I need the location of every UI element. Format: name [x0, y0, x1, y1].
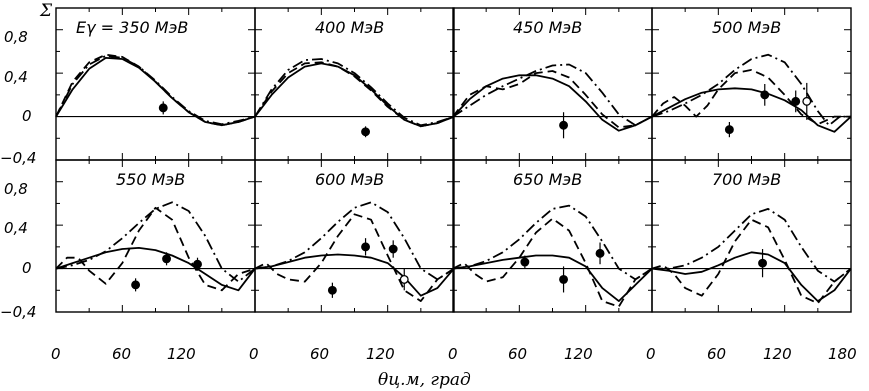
- data-point-7-3: [595, 248, 605, 258]
- y-tick-label-row1-neg0.4: −0,4: [0, 149, 36, 167]
- curve-solid-6: [254, 253, 455, 297]
- data-point-6-3: [388, 244, 398, 254]
- curve-dash-dot-3: [452, 63, 653, 127]
- data-point-6-2: [361, 242, 371, 252]
- data-point-4-1: [724, 125, 734, 135]
- panels-group: Eγ = 350 МэВ 400 МэВ 450 МэВ 500 МэВ 550 МэВ…: [55, 7, 852, 313]
- curve-dash-dot-5: [55, 201, 256, 283]
- y-tick-label-row2-0: 0: [22, 259, 32, 277]
- data-point-8-1: [758, 258, 768, 268]
- curve-dashed-3: [452, 70, 653, 129]
- x-tick-label-0c: 0: [448, 345, 458, 363]
- panel-title-1: Eγ = 350 МэВ: [76, 18, 188, 37]
- x-tick-label-120b: 120: [366, 345, 395, 363]
- curve-solid-8: [651, 251, 852, 303]
- x-tick-label-60b: 60: [310, 345, 329, 363]
- y-tick-label-row2-neg0.4: −0,4: [0, 303, 36, 321]
- curve-dash-dot-2: [254, 58, 455, 127]
- panel-title-7: 650 МэВ: [513, 170, 582, 189]
- panel-title-8: 700 МэВ: [712, 170, 781, 189]
- data-point-5-2: [162, 254, 172, 264]
- y-tick-label-row1-0.8: 0,8: [4, 28, 28, 46]
- data-point-3-1: [559, 120, 569, 130]
- panel-title-6: 600 МэВ: [315, 170, 384, 189]
- x-tick-label-120c: 120: [564, 345, 593, 363]
- x-tick-label-60: 60: [112, 345, 131, 363]
- curve-dashed-5: [55, 206, 256, 292]
- x-tick-label-180: 180: [828, 345, 857, 363]
- x-tick-label-0b: 0: [249, 345, 259, 363]
- panel-title-4: 500 МэВ: [712, 18, 781, 37]
- data-point-2-1: [361, 127, 371, 137]
- data-point-4-4: [802, 96, 812, 106]
- y-tick-label-row2-0.8: 0,8: [4, 180, 28, 198]
- data-point-7-1: [520, 257, 530, 267]
- data-point-7-2: [559, 274, 569, 284]
- x-axis-title: θц.м, град: [378, 370, 471, 390]
- x-tick-label-60c: 60: [508, 345, 527, 363]
- x-tick-label-0d: 0: [646, 345, 656, 363]
- panel-title-3: 450 МэВ: [513, 18, 582, 37]
- curve-dash-dot-4: [651, 53, 851, 127]
- x-tick-label-60d: 60: [707, 345, 726, 363]
- y-axis-title: Σ: [39, 1, 53, 21]
- curve-solid-4: [651, 87, 852, 133]
- y-tick-label-row1-0: 0: [22, 107, 32, 125]
- curve-solid-3: [452, 74, 653, 132]
- x-tick-label-120d: 120: [763, 345, 792, 363]
- y-tick-label-row2-0.4: 0,4: [4, 219, 28, 237]
- data-point-5-3: [193, 259, 202, 269]
- x-tick-label-120: 120: [167, 345, 196, 363]
- curve-dashed-2: [254, 61, 455, 128]
- panel-title-5: 550 МэВ: [116, 170, 185, 189]
- curve-solid-5: [55, 246, 256, 292]
- curve-dashed-4: [651, 69, 851, 126]
- data-point-4-3: [791, 96, 801, 106]
- data-point-6-1: [327, 285, 337, 295]
- curve-dash-dot-7: [452, 204, 653, 281]
- data-point-5-1: [131, 280, 141, 290]
- x-tick-label-0: 0: [51, 345, 61, 363]
- curve-dashed-1: [55, 53, 256, 127]
- curve-dashed-7: [452, 217, 653, 308]
- data-point-1-1: [158, 103, 168, 113]
- curve-dash-dot-1: [55, 54, 256, 126]
- curve-dashed-6: [254, 213, 455, 303]
- data-point-4-2: [760, 90, 770, 100]
- panel-title-2: 400 МэВ: [315, 18, 384, 37]
- curve-dash-dot-8: [652, 207, 852, 283]
- curve-solid-7: [452, 254, 653, 303]
- curve-dashed-8: [651, 218, 852, 305]
- y-tick-label-row1-0.4: 0,4: [4, 68, 28, 86]
- data-point-6-4: [399, 274, 409, 284]
